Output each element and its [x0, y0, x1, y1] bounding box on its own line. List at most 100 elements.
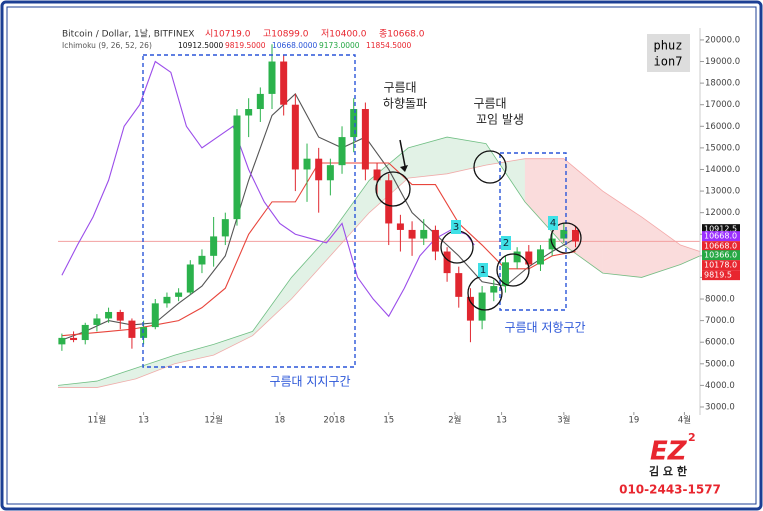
candle-body	[326, 165, 334, 181]
candle-body	[116, 311, 124, 321]
candle-body	[93, 318, 101, 325]
candle-body	[245, 109, 253, 116]
candle-body	[571, 229, 579, 242]
annotation: 구름대	[473, 97, 506, 111]
candle-body	[268, 61, 276, 94]
annotation: 구름대	[383, 81, 416, 95]
candle-body	[105, 311, 113, 319]
y-tick-label: 18000.0	[705, 79, 740, 89]
watermark: phuz	[654, 39, 683, 53]
ohlc-value: 종10668.0	[379, 29, 425, 40]
x-tick-label: 13	[138, 416, 149, 426]
indicator-value: 9173.0000	[319, 41, 360, 50]
indicator-value: 9819.5000	[225, 41, 266, 50]
price-tag	[702, 270, 740, 281]
price-tag	[702, 231, 740, 242]
cloud	[408, 137, 448, 179]
x-tick-label: 11월	[88, 415, 107, 426]
ohlc-value: 고10899.0	[263, 30, 309, 40]
arrow	[399, 139, 406, 167]
candle-body	[291, 104, 299, 170]
candle-body	[303, 158, 311, 170]
candle-body	[408, 229, 416, 239]
support-box	[142, 54, 356, 368]
indicator-line	[61, 60, 475, 318]
y-tick-label: 4000.0	[705, 381, 735, 391]
y-tick-label: 15000.0	[705, 143, 740, 153]
x-tick-label: 19	[628, 416, 639, 426]
annotation: 하향돌파	[383, 97, 427, 111]
candle-body	[350, 109, 358, 138]
candle-body	[315, 158, 323, 181]
x-tick-label: 18	[274, 416, 285, 426]
indicator-value: 11854.5000	[366, 41, 412, 50]
marker: 3	[453, 222, 459, 233]
marker: 4	[550, 218, 556, 229]
candle-body	[431, 229, 439, 252]
marker: 2	[503, 238, 509, 249]
logo-sup: 2	[688, 431, 696, 444]
cloud	[602, 191, 642, 278]
indicator-value: 10668.0000	[272, 41, 318, 50]
candle-body	[198, 255, 206, 265]
symbol: Bitcoin / Dollar, 1날, BITFINEX	[62, 29, 194, 40]
y-tick-label: 14000.0	[705, 165, 740, 175]
candle-body	[233, 115, 241, 220]
candle-body	[501, 262, 509, 287]
y-tick-label: 19000.0	[705, 57, 740, 67]
candle-body	[175, 292, 183, 297]
indicator-value: 10912.5000	[178, 41, 224, 50]
cloud	[563, 158, 603, 274]
indicator-line	[61, 93, 576, 341]
indicator: Ichimoku (9, 26, 52, 26)	[62, 41, 152, 50]
arrow-head	[400, 165, 408, 172]
price-tag-label: 10668.0	[704, 242, 737, 251]
price-tag-label: 10668.0	[704, 232, 737, 241]
marker-box	[548, 216, 558, 230]
cloud	[641, 216, 681, 278]
y-tick-label: 13000.0	[705, 187, 740, 197]
price-tag	[702, 250, 740, 261]
candle-body	[210, 236, 218, 256]
candle-body	[163, 296, 171, 304]
price-tag	[702, 241, 740, 252]
resistance-box	[499, 152, 567, 311]
x-tick-label: 13	[496, 416, 507, 426]
cloud-span	[57, 136, 701, 386]
price-tag-label: 10912.5	[704, 225, 737, 234]
candle-body	[338, 137, 346, 166]
cloud	[291, 234, 331, 300]
candle-body	[373, 169, 381, 181]
y-tick-label: 3000.0	[705, 402, 735, 412]
marker-box	[478, 263, 488, 277]
y-tick-label: 5000.0	[705, 359, 735, 369]
marker-box	[501, 236, 511, 250]
price-tag-label: 10366.0	[704, 251, 737, 260]
cloud	[447, 137, 486, 174]
name: 김 요 한	[649, 464, 687, 478]
cloud	[330, 180, 370, 256]
candle-body	[478, 292, 486, 321]
candle-body	[256, 93, 264, 110]
marker: 1	[480, 265, 486, 276]
candle-body	[81, 324, 89, 341]
ohlc-value: 저10400.0	[321, 29, 367, 40]
x-tick-label: 3월	[557, 415, 570, 426]
x-tick-label: 2018	[323, 416, 345, 426]
candle-body	[280, 61, 288, 105]
candle-body	[396, 223, 404, 230]
y-tick-label: 7000.0	[705, 316, 735, 326]
annotation: 구름대 저항구간	[504, 321, 585, 335]
annotation: 꼬임 발생	[476, 113, 524, 127]
logo: EZ	[650, 437, 688, 467]
candle-body	[420, 229, 428, 239]
x-tick-label: 2월	[448, 415, 461, 426]
candle-body	[221, 219, 229, 237]
x-tick-label: 4월	[678, 415, 691, 426]
price-tag-label: 10178.0	[704, 261, 737, 270]
candle-body	[151, 303, 159, 328]
watermark-box	[647, 34, 690, 72]
candle-body	[385, 180, 393, 224]
